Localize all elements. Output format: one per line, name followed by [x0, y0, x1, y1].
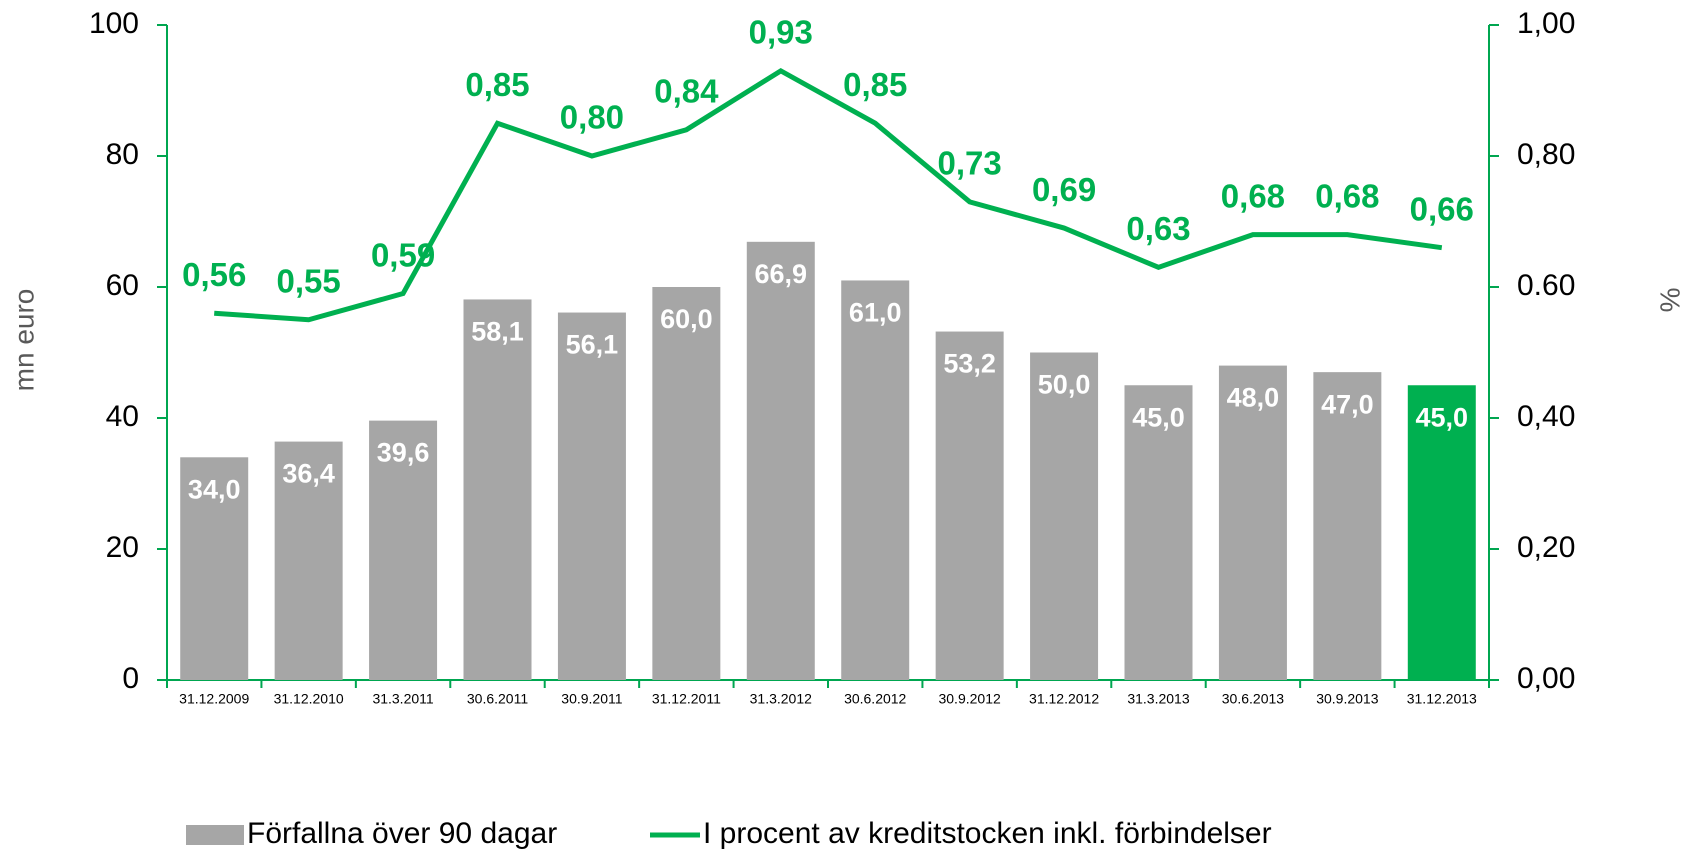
bar-value-label: 47,0	[1321, 389, 1374, 419]
bar	[746, 241, 815, 680]
x-tick-label: 31.12.2011	[652, 691, 721, 707]
x-tick-label: 31.12.2010	[274, 691, 344, 707]
y2-tick-label: 0,40	[1517, 400, 1575, 433]
y-axis-label: mn euro	[8, 289, 39, 392]
y2-tick-label: 0,20	[1517, 531, 1575, 564]
bar	[652, 287, 721, 680]
y-tick-label: 100	[89, 7, 139, 40]
bar-value-label: 34,0	[188, 474, 241, 504]
bar	[274, 441, 343, 680]
x-tick-label: 30.9.2011	[561, 691, 622, 707]
bar	[180, 457, 249, 680]
y2-tick-label: 0.60	[1517, 269, 1575, 302]
line-value-label: 0,63	[1126, 210, 1190, 247]
x-tick-label: 31.3.2012	[750, 691, 812, 707]
y-tick-label: 80	[106, 138, 139, 171]
line-value-label: 0,68	[1315, 177, 1379, 214]
bar	[1407, 385, 1476, 680]
y-tick-label: 0	[122, 662, 139, 695]
bar	[841, 280, 910, 680]
y2-axis-label: %	[1655, 288, 1686, 313]
bar-value-label: 48,0	[1227, 383, 1280, 413]
bar	[935, 331, 1004, 680]
bar-value-label: 45,0	[1132, 402, 1185, 432]
line-value-label: 0,68	[1221, 177, 1285, 214]
x-tick-label: 30.6.2012	[844, 691, 906, 707]
x-tick-label: 31.12.2009	[179, 691, 249, 707]
x-tick-label: 31.3.2011	[372, 691, 433, 707]
bar-value-label: 61,0	[849, 298, 902, 328]
bar-value-label: 53,2	[943, 349, 996, 379]
legend-label: I procent av kreditstocken inkl. förbind…	[703, 817, 1272, 850]
legend-swatch	[186, 825, 244, 845]
line-value-label: 0,73	[938, 145, 1002, 182]
bar-value-label: 36,4	[282, 459, 335, 489]
x-tick-label: 30.9.2013	[1316, 691, 1378, 707]
bar	[1030, 352, 1099, 680]
bar	[1124, 385, 1193, 680]
line-value-label: 0,84	[654, 73, 719, 110]
x-tick-label: 30.9.2012	[938, 691, 1000, 707]
bar	[1313, 372, 1382, 680]
bar-value-label: 45,0	[1416, 402, 1469, 432]
line-value-label: 0,66	[1410, 190, 1474, 227]
bar-value-label: 39,6	[377, 438, 430, 468]
bar	[1218, 365, 1287, 680]
x-tick-label: 31.12.2012	[1029, 691, 1099, 707]
y-tick-label: 40	[106, 400, 139, 433]
x-tick-label: 31.3.2013	[1127, 691, 1189, 707]
y-tick-label: 60	[106, 269, 139, 302]
line-value-label: 0,69	[1032, 171, 1096, 208]
y2-tick-label: 1,00	[1517, 7, 1575, 40]
line-value-label: 0,59	[371, 236, 435, 273]
line-value-label: 0,85	[465, 66, 529, 103]
line-value-label: 0,56	[182, 256, 246, 293]
bar	[369, 420, 438, 680]
line-value-label: 0,80	[560, 99, 624, 136]
bar-value-label: 66,9	[755, 259, 808, 289]
x-tick-label: 31.12.2013	[1407, 691, 1477, 707]
bar-value-label: 60,0	[660, 304, 713, 334]
bar-value-label: 50,0	[1038, 370, 1091, 400]
bar-value-label: 56,1	[566, 330, 619, 360]
y-tick-label: 20	[106, 531, 139, 564]
line-value-label: 0,85	[843, 66, 907, 103]
line	[214, 67, 1443, 323]
y2-tick-label: 0,00	[1517, 662, 1575, 695]
bar-value-label: 58,1	[471, 317, 524, 347]
line-value-label: 0,55	[277, 262, 341, 299]
line-value-label: 0,93	[749, 14, 813, 51]
legend-label: Förfallna över 90 dagar	[247, 817, 557, 850]
x-tick-label: 30.6.2011	[467, 691, 528, 707]
x-tick-label: 30.6.2013	[1222, 691, 1284, 707]
bar	[463, 299, 532, 680]
bar	[557, 312, 626, 680]
y2-tick-label: 0,80	[1517, 138, 1575, 171]
